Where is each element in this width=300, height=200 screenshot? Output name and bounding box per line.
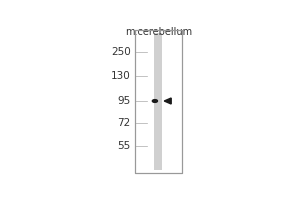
Text: 55: 55 — [117, 141, 130, 151]
Bar — [135, 30, 182, 173]
Bar — [154, 33, 163, 170]
Text: m.cerebellum: m.cerebellum — [125, 27, 192, 37]
Polygon shape — [164, 98, 171, 104]
Text: 95: 95 — [117, 96, 130, 106]
Text: 250: 250 — [111, 47, 130, 57]
Text: 130: 130 — [111, 71, 130, 81]
Ellipse shape — [152, 100, 158, 102]
Text: 72: 72 — [117, 118, 130, 128]
Bar — [135, 30, 182, 173]
